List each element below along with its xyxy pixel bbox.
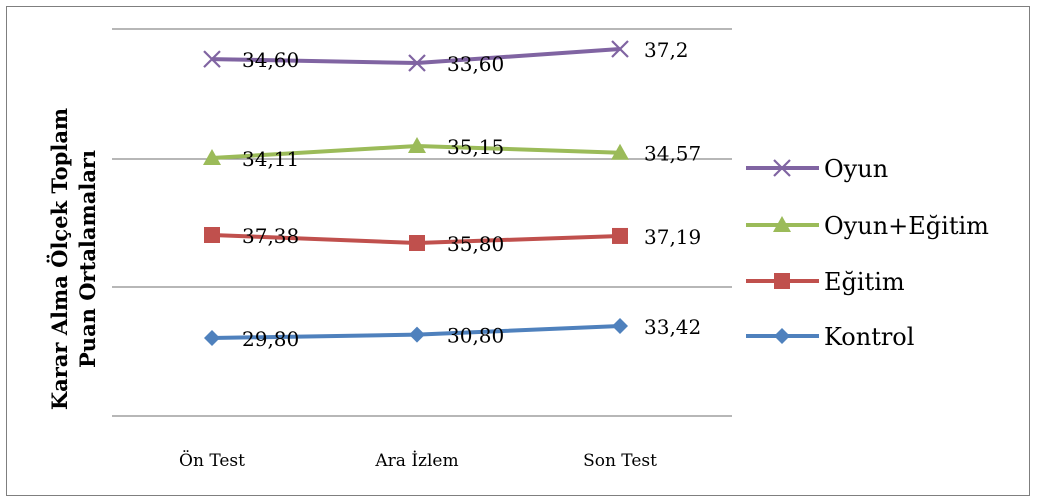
data-point-stroke	[203, 50, 221, 68]
data-label: 33,42	[644, 315, 701, 339]
x-tick-label: Ön Test	[179, 450, 245, 471]
legend-marker	[774, 328, 790, 344]
data-point	[612, 227, 628, 244]
data-point	[204, 227, 220, 243]
data-point	[612, 318, 628, 334]
data-label: 34,11	[242, 147, 299, 171]
legend-label: Oyun	[824, 155, 888, 183]
data-point	[408, 137, 426, 153]
data-label: 37,19	[644, 225, 701, 249]
data-label: 29,80	[242, 327, 299, 351]
line-chart: Ön Test Ara İzlem Son Test 34,60 33,60 37,2 34…	[112, 28, 989, 471]
data-label: 35,80	[447, 232, 504, 256]
data-label: 37,38	[242, 224, 299, 248]
data-point	[409, 326, 425, 343]
legend-marker-stroke	[773, 159, 791, 177]
x-tick-label: Ara İzlem	[374, 450, 458, 471]
x-tick-label: Son Test	[583, 451, 657, 471]
data-point	[203, 149, 221, 165]
data-point	[204, 330, 220, 346]
data-label: 37,2	[644, 38, 689, 62]
legend-label: Kontrol	[824, 323, 914, 351]
data-point	[611, 143, 629, 160]
legend-label: Oyun+Eğitim	[824, 212, 989, 240]
data-point-stroke	[408, 54, 426, 72]
legend-marker	[774, 273, 790, 289]
data-point	[409, 235, 425, 251]
chart-frame: Karar Alma Ölçek Toplam Puan Ortalamalar…	[6, 6, 1030, 496]
legend-marker	[773, 216, 791, 232]
data-label: 30,80	[447, 324, 504, 348]
data-point-stroke	[611, 40, 629, 58]
data-label: 34,57	[644, 142, 701, 166]
data-label: 35,15	[447, 135, 504, 159]
data-label: 33,60	[447, 52, 504, 76]
data-label: 34,60	[242, 48, 299, 72]
legend-label: Eğitim	[824, 268, 905, 296]
